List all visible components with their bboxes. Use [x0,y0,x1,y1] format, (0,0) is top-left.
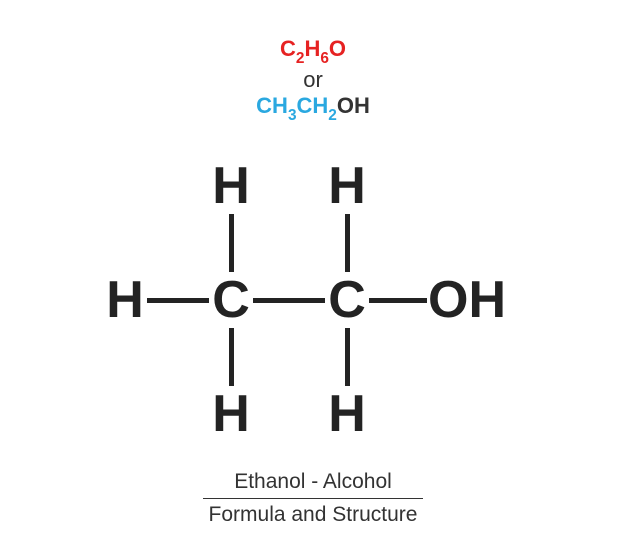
formula-subscript: 2 [328,107,337,124]
formula-text: OH [337,93,370,118]
atom-H-left: H [106,270,144,330]
bond-C1-H-bot-1 [229,328,234,386]
formula-subscript: 6 [320,50,329,67]
formula-subscript: 2 [296,50,305,67]
caption-divider [203,498,423,499]
atom-C1: C [212,270,250,330]
atom-H-bot-1: H [212,384,250,444]
diagram-canvas: C2H6O or CH3CH2OH HHHCCOHHH Ethanol - Al… [0,0,626,552]
bond-H-left-C1 [147,298,209,303]
formula-text: CH [297,93,329,118]
formula-subscript: 3 [288,107,297,124]
bond-C1-C2 [253,298,325,303]
molecular-formula: C2H6O [0,36,626,67]
formula-block: C2H6O or CH3CH2OH [0,36,626,124]
atom-H-top-2: H [328,156,366,216]
or-label: or [0,67,626,93]
formula-text: O [329,36,346,61]
formula-text: CH [256,93,288,118]
bond-H-top-2-C2 [345,214,350,272]
bond-H-top-1-C1 [229,214,234,272]
atom-C2: C [328,270,366,330]
caption-title: Ethanol - Alcohol [203,470,423,494]
caption-block: Ethanol - Alcohol Formula and Structure [203,470,423,527]
formula-text: C [280,36,296,61]
formula-text: H [304,36,320,61]
atom-H-top-1: H [212,156,250,216]
condensed-formula: CH3CH2OH [0,93,626,124]
atom-H-bot-2: H [328,384,366,444]
bond-C2-H-bot-2 [345,328,350,386]
bond-C2-OH [369,298,427,303]
caption-subtitle: Formula and Structure [203,503,423,527]
atom-OH: OH [428,270,506,330]
